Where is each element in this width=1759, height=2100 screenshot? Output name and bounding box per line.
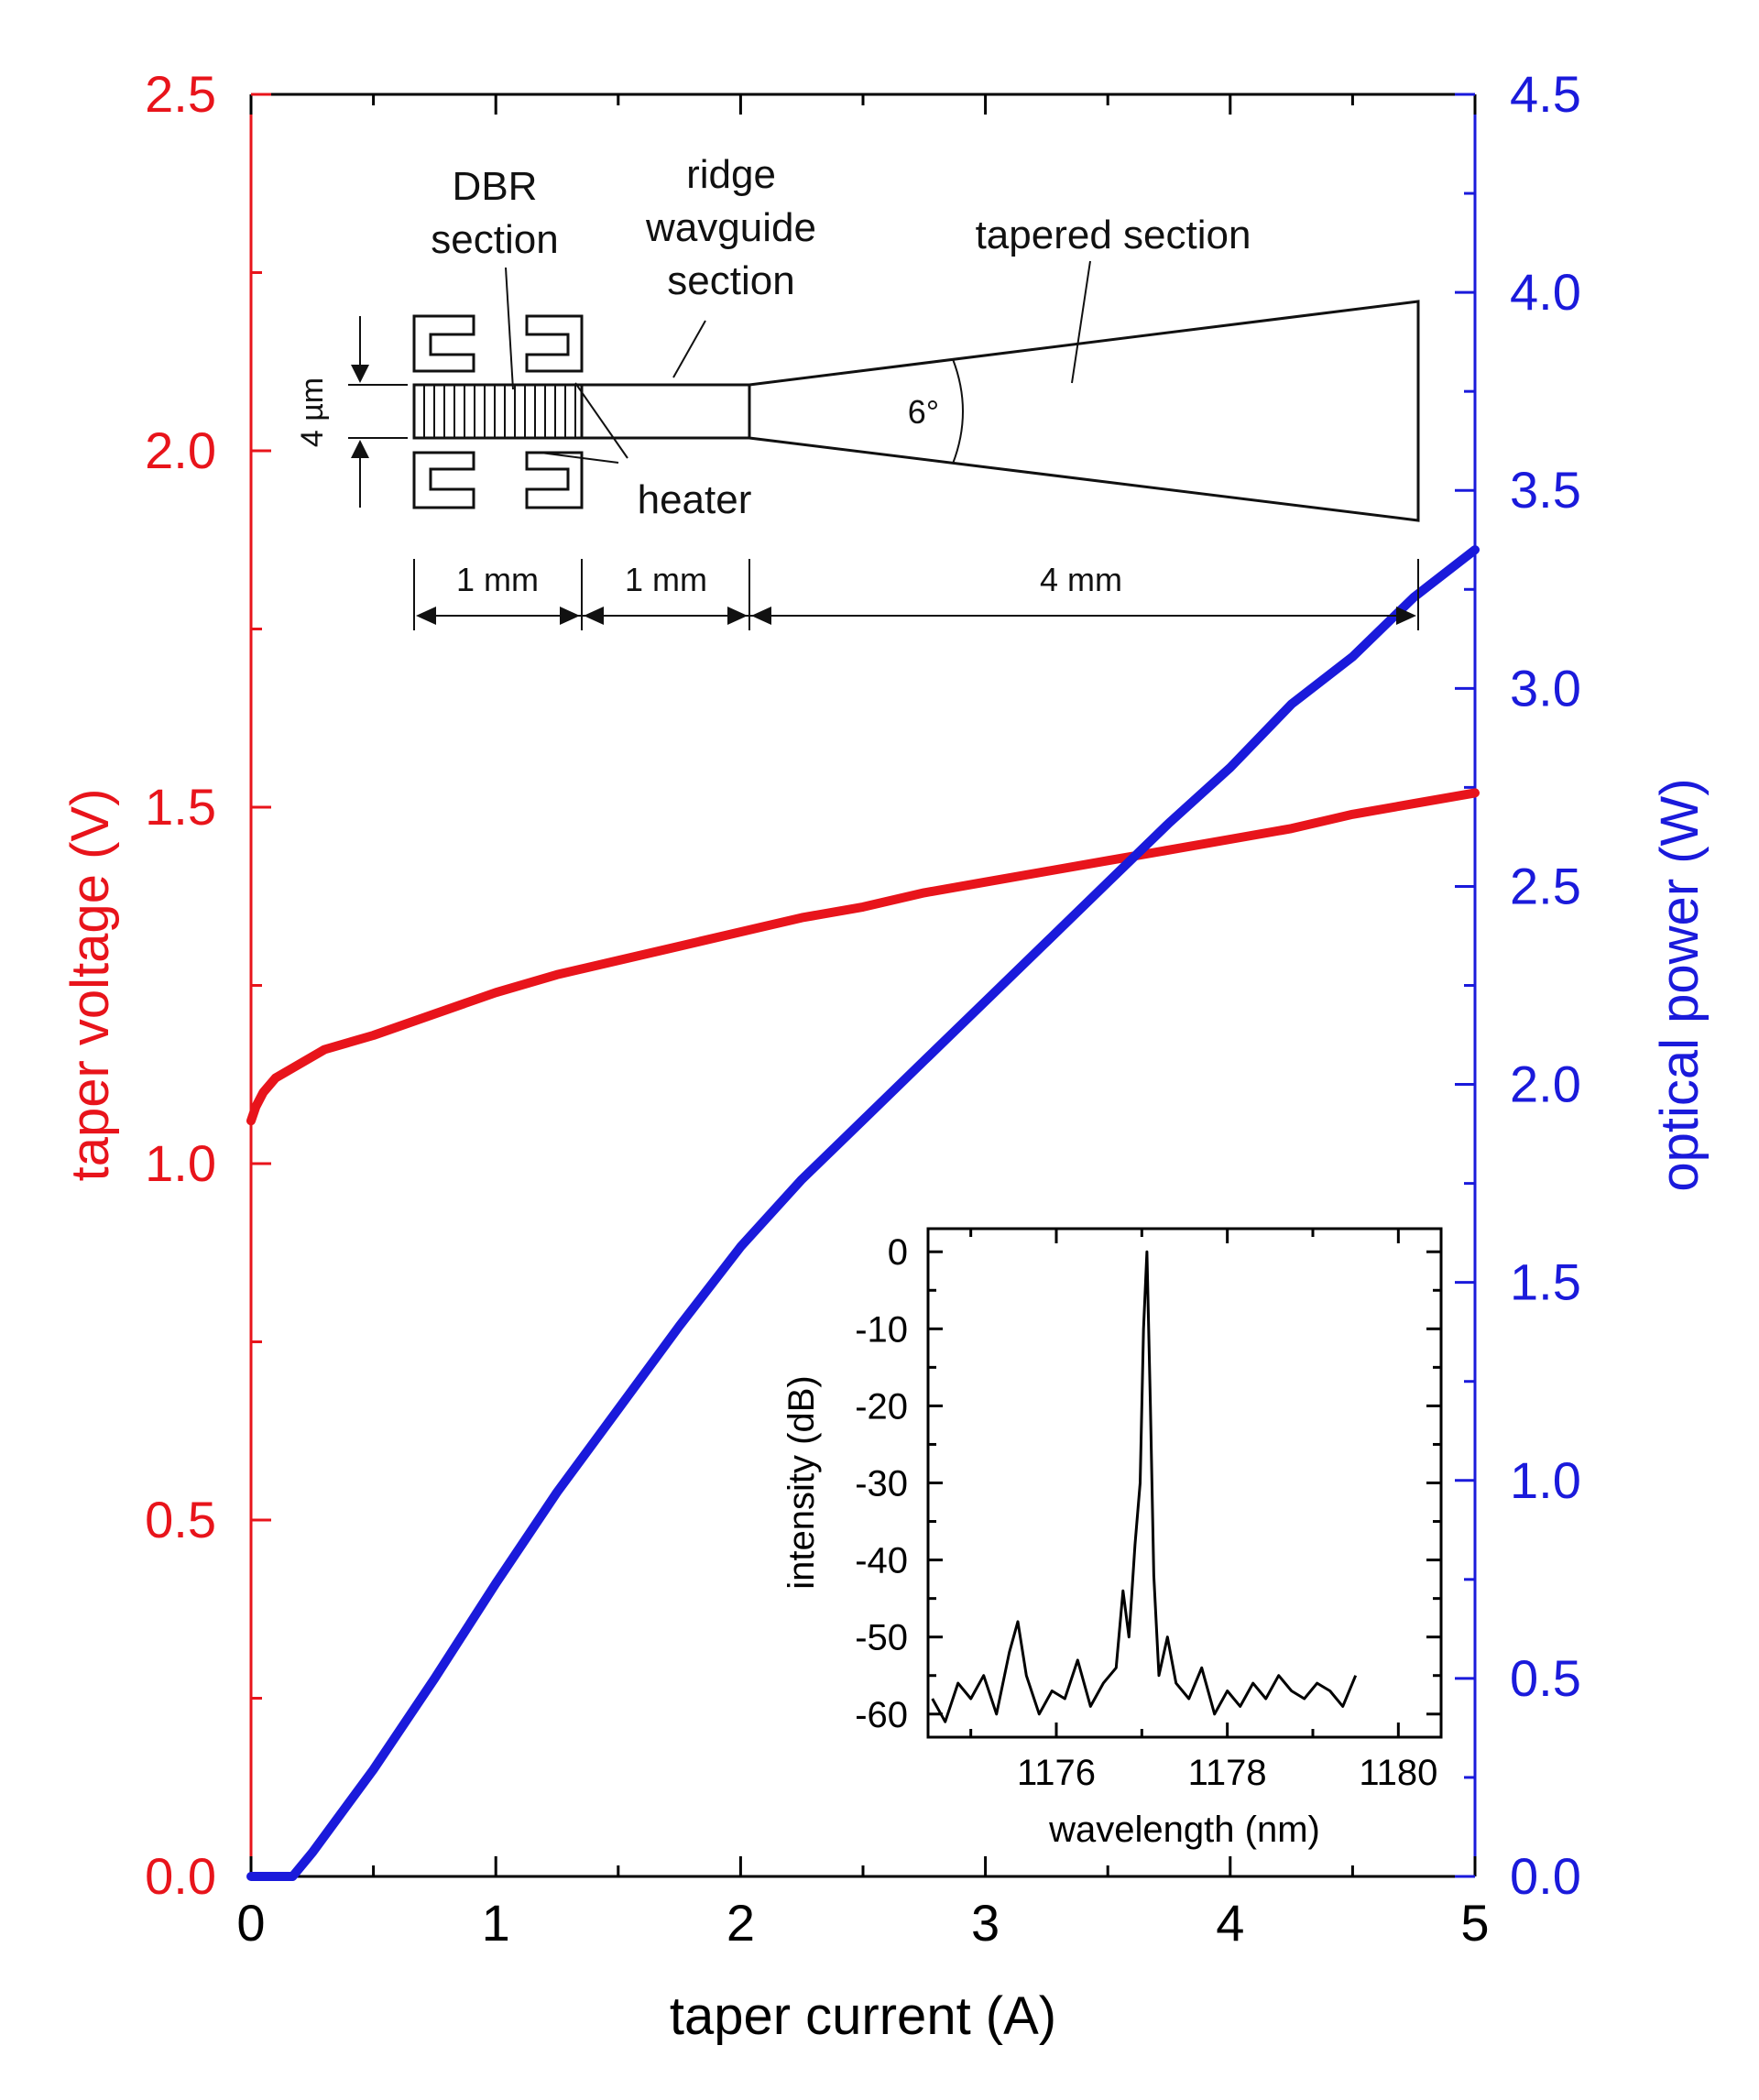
spectrum-series-line: [931, 1250, 1358, 1723]
width-arrowhead-top: [351, 365, 369, 383]
heater-label: heater: [638, 477, 752, 522]
y-left-tick-label: 1.5: [145, 778, 216, 836]
angle-label: 6°: [908, 393, 939, 431]
arrowhead-2: [560, 607, 580, 625]
y-right-tick-label: 3.0: [1510, 659, 1581, 716]
arrowhead-5: [751, 607, 771, 625]
inset-y-tick-label: -50: [855, 1618, 908, 1658]
y-right-tick-label: 2.5: [1510, 857, 1581, 914]
y-right-tick-label: 1.0: [1510, 1451, 1581, 1509]
y-right-tick-label: 4.5: [1510, 65, 1581, 123]
dim-label-2: 1 mm: [625, 561, 707, 598]
leader-heater-1: [574, 382, 628, 459]
y-right-tick-label: 0.5: [1510, 1649, 1581, 1707]
arrowhead-4: [727, 607, 748, 625]
dim-label-3: 4 mm: [1040, 561, 1122, 598]
inset-y-tick-label: -60: [855, 1695, 908, 1735]
voltage-series-line: [246, 788, 1480, 1126]
leader-tapered: [1071, 260, 1091, 384]
inset-tick-labels: 1176 1178 1180 0 -10 -20 -30 -40 -50 -60: [855, 1232, 1437, 1793]
x-tick-label: 4: [1216, 1894, 1244, 1952]
x-tick-label: 5: [1460, 1894, 1489, 1952]
x-axis-title: taper current (A): [670, 1986, 1056, 2046]
arrowhead-1: [416, 607, 436, 625]
y-left-tick-label: 0.0: [145, 1847, 216, 1905]
schematic-labels: DBR section ridge wavguide section taper…: [295, 152, 1251, 598]
y-left-tick-label: 2.0: [145, 421, 216, 479]
x-tick-label: 1: [482, 1894, 510, 1952]
y-left-tick-label: 0.5: [145, 1491, 216, 1548]
inset-y-tick-label: -20: [855, 1386, 908, 1427]
heater-top-left: [412, 314, 475, 373]
series-layer: [246, 545, 1480, 1881]
leader-dbr: [505, 267, 514, 390]
heater-top-right: [525, 314, 584, 373]
ridge-label-line2: wavguide: [645, 205, 816, 250]
arrowhead-3: [584, 607, 604, 625]
device-schematic: [348, 260, 1420, 630]
inset-y-tick-label: -40: [855, 1541, 908, 1581]
ridge-label-line1: ridge: [686, 152, 776, 197]
width-arrowhead-bottom: [351, 440, 369, 458]
dbr-label-line2: section: [431, 217, 558, 262]
tapered-section: [748, 300, 1420, 522]
tick-labels: 0 1 2 3 4 5 0.0 0.5 1.0 1.5 2.0 2.5 0.0 0.5 1.0 1.5 2.0 2…: [145, 65, 1581, 1952]
x-tick-label: 3: [971, 1894, 1000, 1952]
inset-y-axis-title: intensity (dB): [781, 1375, 822, 1589]
spectrum-inset: 1176 1178 1180 0 -10 -20 -30 -40 -50 -60 waveleng…: [781, 1227, 1443, 1850]
inset-x-tick-label: 1180: [1359, 1753, 1437, 1793]
tick-marks: [249, 93, 1477, 1878]
width-label: 4 µm: [295, 377, 330, 447]
x-tick-label: 0: [236, 1894, 265, 1952]
y-right-tick-label: 1.5: [1510, 1253, 1581, 1311]
dbr-grating: [412, 383, 584, 440]
y-left-tick-label: 2.5: [145, 65, 216, 123]
x-tick-label: 2: [727, 1894, 755, 1952]
left-axis-title: taper voltage (V): [60, 789, 120, 1182]
dbr-grating-lines: [423, 385, 576, 438]
right-axis-title: optical power (W): [1650, 778, 1710, 1191]
main-plot: 0 1 2 3 4 5 0.0 0.5 1.0 1.5 2.0 2.5 0.0 0.5 1.0 1.5 2.0 2…: [60, 65, 1710, 2046]
leader-ridge: [672, 320, 706, 378]
inset-tick-marks: [928, 1229, 1441, 1737]
tapered-label: tapered section: [976, 213, 1251, 257]
inset-y-tick-label: -10: [855, 1309, 908, 1350]
y-right-tick-label: 2.0: [1510, 1055, 1581, 1113]
y-left-tick-label: 1.0: [145, 1134, 216, 1192]
inset-x-tick-label: 1176: [1017, 1753, 1096, 1793]
y-right-tick-label: 4.0: [1510, 263, 1581, 321]
y-right-tick-label: 3.5: [1510, 461, 1581, 519]
arrowhead-6: [1396, 607, 1416, 625]
inset-y-tick-label: 0: [888, 1232, 908, 1273]
leader-heater-2: [540, 452, 619, 464]
inset-x-axis-title: wavelength (nm): [1048, 1810, 1320, 1850]
inset-x-tick-label: 1178: [1188, 1753, 1267, 1793]
power-series-line: [246, 545, 1480, 1881]
dim-label-1: 1 mm: [456, 561, 539, 598]
heater-bottom-left: [412, 451, 475, 509]
angle-arc: [952, 358, 964, 465]
inset-series-layer: [931, 1250, 1358, 1723]
ridge-label-line3: section: [667, 258, 794, 303]
inset-frame: [926, 1227, 1443, 1739]
inset-y-tick-label: -30: [855, 1464, 908, 1504]
dbr-label-line1: DBR: [453, 164, 538, 209]
heater-bottom-right: [525, 451, 584, 509]
y-right-tick-label: 0.0: [1510, 1847, 1581, 1905]
